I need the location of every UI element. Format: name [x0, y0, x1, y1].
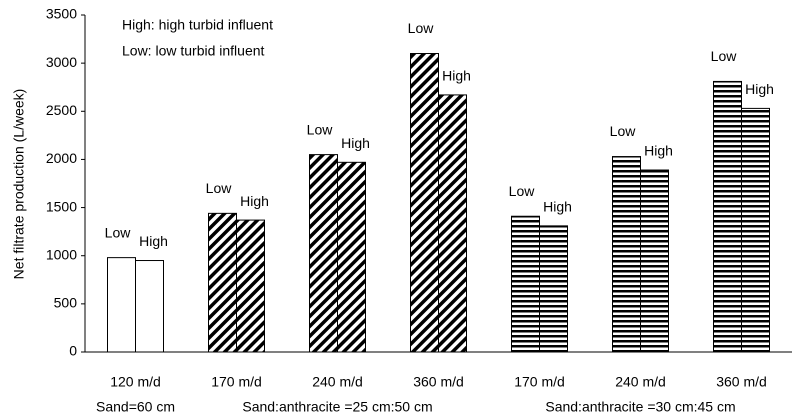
x-tick-label: 240 m/d	[615, 374, 666, 390]
x-tick-label: 360 m/d	[413, 374, 464, 390]
x-tick-label: 120 m/d	[110, 374, 161, 390]
group-label: Sand:anthracite =30 cm:45 cm	[545, 399, 735, 415]
x-tick-label: 170 m/d	[514, 374, 565, 390]
y-tick-label: 2500	[46, 102, 77, 118]
bar-label: High	[442, 68, 471, 84]
y-tick-label: 500	[54, 295, 78, 311]
bar	[539, 225, 568, 353]
bar	[107, 257, 136, 353]
bar-label: Low	[105, 224, 132, 240]
y-tick-label: 1000	[46, 246, 77, 262]
bar-label: Low	[610, 123, 637, 139]
bar	[236, 219, 265, 353]
bar-label: Low	[408, 20, 435, 36]
bar-label: High	[240, 193, 269, 209]
bar-label: Low	[509, 183, 536, 199]
bar	[640, 169, 669, 353]
bar-label: Low	[711, 48, 738, 64]
bar	[438, 94, 467, 353]
annotation: High: high turbid influent	[122, 17, 273, 33]
bar	[135, 260, 164, 353]
bar	[410, 53, 439, 353]
x-tick-label: 360 m/d	[716, 374, 767, 390]
bar	[208, 212, 237, 353]
group-label: Sand=60 cm	[96, 399, 175, 415]
y-tick-label: 3000	[46, 54, 77, 70]
bar	[511, 215, 540, 353]
y-tick-label: 0	[69, 343, 77, 359]
annotation: Low: low turbid influent	[122, 43, 265, 59]
bar	[337, 161, 366, 353]
y-tick-label: 2000	[46, 150, 77, 166]
y-tick-label: 1500	[46, 198, 77, 214]
bar-label: Low	[206, 180, 233, 196]
bar-label: High	[139, 233, 168, 249]
bar-label: High	[543, 199, 572, 215]
bar	[741, 107, 770, 353]
bar	[713, 80, 742, 353]
bar	[309, 154, 338, 353]
bar-label: High	[745, 81, 774, 97]
bar	[612, 156, 641, 353]
bar-label: High	[341, 135, 370, 151]
bar-label: High	[644, 143, 673, 159]
group-label: Sand:anthracite =25 cm:50 cm	[242, 399, 432, 415]
x-tick-label: 240 m/d	[312, 374, 363, 390]
bar-label: Low	[307, 121, 334, 137]
x-tick-label: 170 m/d	[211, 374, 262, 390]
y-tick-label: 3500	[46, 6, 77, 22]
y-axis-label: Net filtrate production (L/week)	[11, 89, 27, 280]
